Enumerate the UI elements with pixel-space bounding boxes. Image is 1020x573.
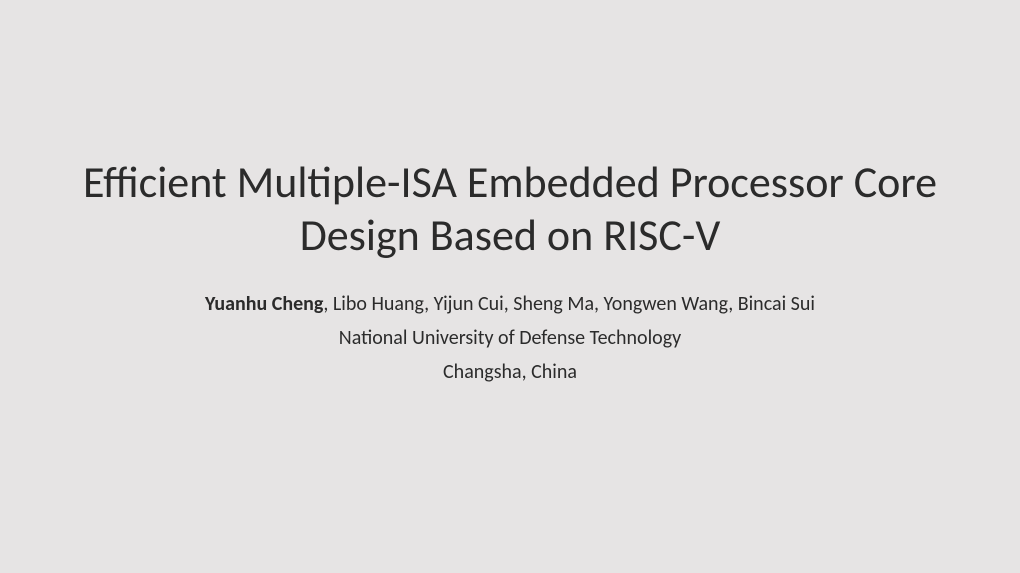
slide-container: Efficient Multiple-ISA Embedded Processo… bbox=[0, 156, 1020, 388]
other-authors: , Libo Huang, Yijun Cui, Sheng Ma, Yongw… bbox=[323, 292, 815, 316]
primary-author: Yuanhu Cheng bbox=[205, 292, 323, 316]
slide-title: Efficient Multiple-ISA Embedded Processo… bbox=[60, 156, 960, 262]
location: Changsha, China bbox=[443, 357, 577, 387]
authors-line: Yuanhu Cheng, Libo Huang, Yijun Cui, She… bbox=[205, 289, 815, 319]
affiliation: National University of Defense Technolog… bbox=[339, 323, 681, 353]
